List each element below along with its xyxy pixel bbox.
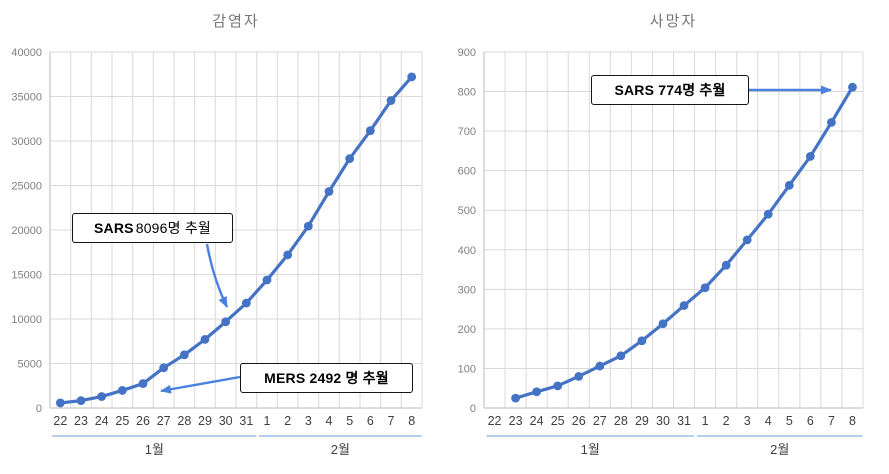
infected-chart: 감염자 0 5000 10000 15000 20000 25000 30000 35000 4… — [0, 0, 444, 474]
svg-text:30: 30 — [219, 414, 233, 428]
month-label: 1월 — [581, 442, 600, 457]
svg-text:4: 4 — [326, 414, 333, 428]
svg-text:25: 25 — [115, 414, 129, 428]
svg-text:28: 28 — [614, 414, 628, 428]
annotation-callout: MERS 2492 명 추월 — [240, 363, 413, 393]
svg-text:26: 26 — [572, 414, 586, 428]
svg-text:0: 0 — [36, 403, 42, 415]
annotation-callout: SARS 8096명 추월 — [72, 213, 233, 243]
svg-text:6: 6 — [367, 414, 374, 428]
svg-text:25000: 25000 — [11, 181, 42, 193]
annotation-arrow — [205, 243, 229, 308]
svg-text:22: 22 — [53, 414, 67, 428]
svg-text:10000: 10000 — [11, 314, 42, 326]
y-tick-labels: 0 5000 10000 15000 20000 25000 30000 35000 40000 — [11, 47, 42, 415]
svg-text:24: 24 — [95, 414, 109, 428]
data-point-markers — [55, 72, 417, 408]
svg-text:600: 600 — [458, 166, 476, 178]
svg-text:500: 500 — [458, 205, 476, 217]
svg-text:800: 800 — [458, 87, 476, 99]
svg-text:8: 8 — [849, 414, 856, 428]
svg-text:8: 8 — [408, 414, 415, 428]
svg-text:2: 2 — [284, 414, 291, 428]
gridlines — [483, 51, 864, 409]
svg-text:1: 1 — [702, 414, 709, 428]
month-label: 1월 — [145, 442, 164, 457]
svg-text:100: 100 — [458, 363, 476, 375]
annotation-callout: SARS 774명 추월 — [591, 75, 749, 105]
svg-text:900: 900 — [458, 47, 476, 59]
svg-text:300: 300 — [458, 284, 476, 296]
infected-chart-title: 감염자 — [212, 13, 260, 30]
svg-text:5: 5 — [786, 414, 793, 428]
svg-text:200: 200 — [458, 324, 476, 336]
svg-text:0: 0 — [470, 403, 476, 415]
svg-text:15000: 15000 — [11, 270, 42, 282]
svg-text:26: 26 — [136, 414, 150, 428]
svg-text:23: 23 — [74, 414, 88, 428]
annotation-text: SARS — [94, 220, 134, 236]
svg-text:4: 4 — [765, 414, 772, 428]
svg-text:3: 3 — [744, 414, 751, 428]
svg-text:5: 5 — [346, 414, 353, 428]
annotation-arrow — [160, 375, 241, 394]
month-label: 2월 — [770, 442, 789, 457]
x-tick-labels: 22 23 24 25 26 27 28 29 30 31 1 2 3 4 5 6 7 8 — [488, 414, 856, 428]
svg-text:27: 27 — [593, 414, 607, 428]
svg-text:27: 27 — [157, 414, 171, 428]
svg-text:700: 700 — [458, 126, 476, 138]
svg-text:22: 22 — [488, 414, 502, 428]
annotation-text: MERS 2492 명 추월 — [264, 370, 389, 386]
svg-text:29: 29 — [635, 414, 649, 428]
svg-text:7: 7 — [388, 414, 395, 428]
y-tick-labels: 0 100 200 300 400 500 600 700 800 900 — [458, 47, 476, 415]
svg-text:30: 30 — [656, 414, 670, 428]
svg-text:1: 1 — [264, 414, 271, 428]
svg-text:7: 7 — [828, 414, 835, 428]
svg-text:400: 400 — [458, 245, 476, 257]
svg-text:25: 25 — [551, 414, 565, 428]
svg-text:2: 2 — [723, 414, 730, 428]
data-point-markers — [511, 82, 857, 403]
annotation-text: 8096명 추월 — [135, 220, 211, 236]
svg-text:31: 31 — [677, 414, 691, 428]
series-line — [513, 85, 855, 400]
svg-text:40000: 40000 — [11, 47, 42, 59]
annotation-text: SARS 774명 추월 — [614, 82, 726, 98]
svg-text:6: 6 — [807, 414, 814, 428]
svg-text:24: 24 — [530, 414, 544, 428]
x-tick-labels: 22 23 24 25 26 27 28 29 30 31 1 2 3 4 5 6 7 8 — [53, 414, 415, 428]
svg-text:3: 3 — [305, 414, 312, 428]
svg-text:35000: 35000 — [11, 92, 42, 104]
svg-text:31: 31 — [239, 414, 253, 428]
svg-text:29: 29 — [198, 414, 212, 428]
month-label: 2월 — [331, 442, 350, 457]
svg-text:30000: 30000 — [11, 136, 42, 148]
svg-text:5000: 5000 — [18, 359, 42, 371]
svg-text:23: 23 — [509, 414, 523, 428]
deaths-chart-title: 사망자 — [649, 13, 698, 30]
svg-text:28: 28 — [177, 414, 191, 428]
svg-text:20000: 20000 — [11, 225, 42, 237]
deaths-chart: 사망자 0 100 200 300 400 500 600 700 800 900 22 23 24 25… — [445, 0, 889, 474]
